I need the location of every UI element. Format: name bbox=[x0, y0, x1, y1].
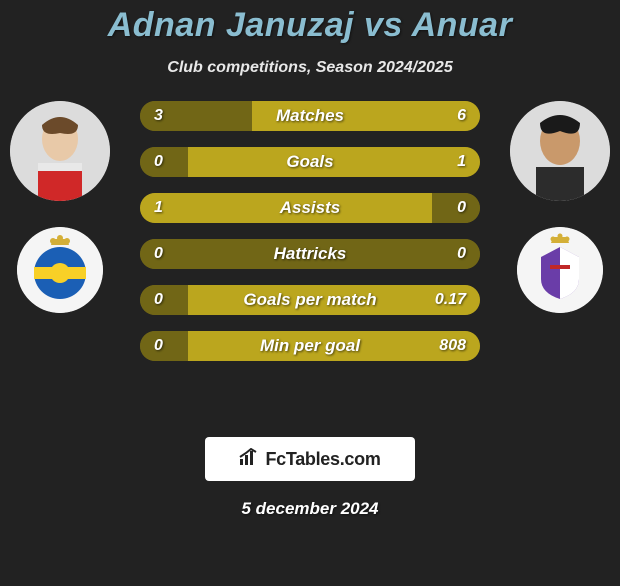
stat-label: Goals bbox=[140, 152, 480, 172]
stat-row: 0808Min per goal bbox=[140, 331, 480, 361]
date: 5 december 2024 bbox=[0, 499, 620, 519]
right-column bbox=[510, 101, 610, 313]
chart-icon bbox=[239, 448, 261, 471]
page-title: Adnan Januzaj vs Anuar bbox=[0, 6, 620, 45]
stat-row: 00.17Goals per match bbox=[140, 285, 480, 315]
stat-label: Goals per match bbox=[140, 290, 480, 310]
stat-row: 00Hattricks bbox=[140, 239, 480, 269]
brand-text: FcTables.com bbox=[265, 449, 380, 470]
stat-row: 36Matches bbox=[140, 101, 480, 131]
player-right-avatar bbox=[510, 101, 610, 201]
stat-row: 10Assists bbox=[140, 193, 480, 223]
comparison-area: 36Matches 01Goals 10Assists 00Hattricks 00.1… bbox=[0, 101, 620, 441]
brand-logo: FcTables.com bbox=[205, 437, 415, 481]
stat-label: Hattricks bbox=[140, 244, 480, 264]
subtitle: Club competitions, Season 2024/2025 bbox=[0, 59, 620, 77]
stat-row: 01Goals bbox=[140, 147, 480, 177]
stat-label: Matches bbox=[140, 106, 480, 126]
stat-label: Min per goal bbox=[140, 336, 480, 356]
stat-label: Assists bbox=[140, 198, 480, 218]
left-column bbox=[10, 101, 110, 313]
stat-bars: 36Matches 01Goals 10Assists 00Hattricks 00.1… bbox=[140, 101, 480, 377]
club-right-crest bbox=[517, 227, 603, 313]
player-left-avatar bbox=[10, 101, 110, 201]
club-left-crest bbox=[17, 227, 103, 313]
